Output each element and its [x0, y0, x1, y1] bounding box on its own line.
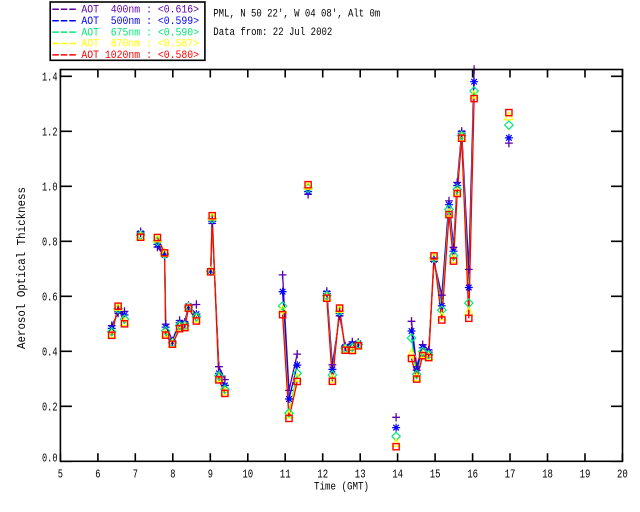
svg-text:16: 16 — [467, 468, 478, 482]
svg-text:0.2: 0.2 — [42, 401, 58, 415]
svg-text:12: 12 — [317, 468, 328, 482]
svg-text:0.8: 0.8 — [42, 236, 58, 250]
svg-text:19: 19 — [580, 468, 591, 482]
svg-text:11: 11 — [280, 468, 291, 482]
svg-text:9: 9 — [208, 468, 213, 482]
svg-text:Time (GMT): Time (GMT) — [314, 482, 369, 494]
svg-text:18: 18 — [542, 468, 553, 482]
svg-text:8: 8 — [170, 468, 175, 482]
svg-text:1.4: 1.4 — [42, 71, 58, 85]
svg-text:AOT 1020nm : <0.580>: AOT 1020nm : <0.580> — [81, 50, 199, 62]
svg-text:0.0: 0.0 — [42, 452, 58, 466]
svg-text:13: 13 — [355, 468, 366, 482]
svg-text:Data from: 22 Jul 2002: Data from: 22 Jul 2002 — [213, 27, 332, 39]
svg-text:AOT 500nm : <0.599>: AOT 500nm : <0.599> — [81, 16, 199, 28]
svg-text:PML, N 50 22', W 04 08', Alt 0: PML, N 50 22', W 04 08', Alt 0m — [213, 9, 380, 21]
svg-text:1.0: 1.0 — [42, 181, 58, 195]
svg-text:20: 20 — [617, 468, 628, 482]
svg-text:0.6: 0.6 — [42, 291, 58, 305]
svg-text:14: 14 — [392, 468, 403, 482]
svg-text:AOT 400nm : <0.616>: AOT 400nm : <0.616> — [81, 5, 199, 17]
svg-text:5: 5 — [58, 468, 63, 482]
svg-text:Aerosol Optical Thickness: Aerosol Optical Thickness — [15, 187, 29, 349]
svg-text:AOT 870nm : <0.587>: AOT 870nm : <0.587> — [81, 39, 199, 51]
svg-text:AOT 675nm : <0.590>: AOT 675nm : <0.590> — [81, 27, 199, 39]
svg-text:10: 10 — [242, 468, 253, 482]
svg-text:15: 15 — [430, 468, 441, 482]
svg-text:1.2: 1.2 — [42, 126, 58, 140]
svg-text:17: 17 — [505, 468, 516, 482]
svg-text:0.4: 0.4 — [42, 346, 58, 360]
svg-text:6: 6 — [95, 468, 100, 482]
svg-text:7: 7 — [133, 468, 138, 482]
